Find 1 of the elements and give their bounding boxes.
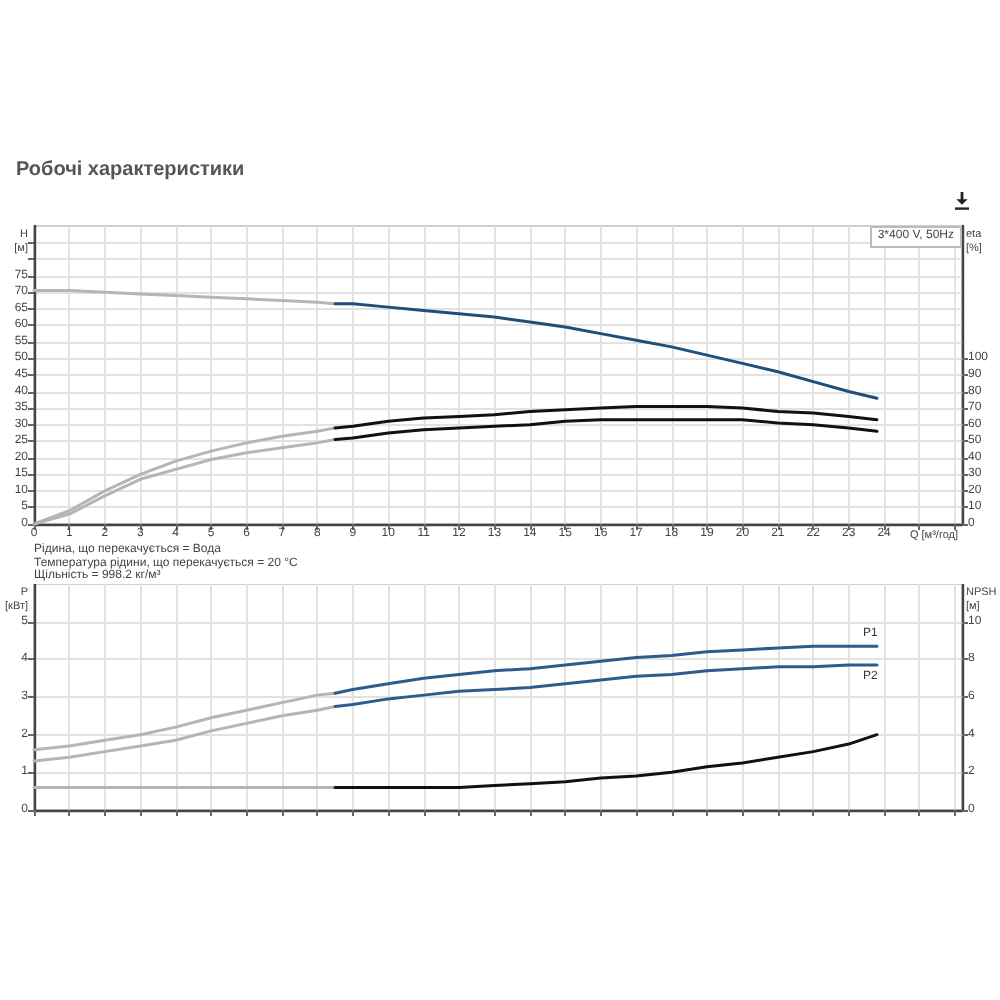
- chart-title: Робочі характеристики: [16, 159, 245, 181]
